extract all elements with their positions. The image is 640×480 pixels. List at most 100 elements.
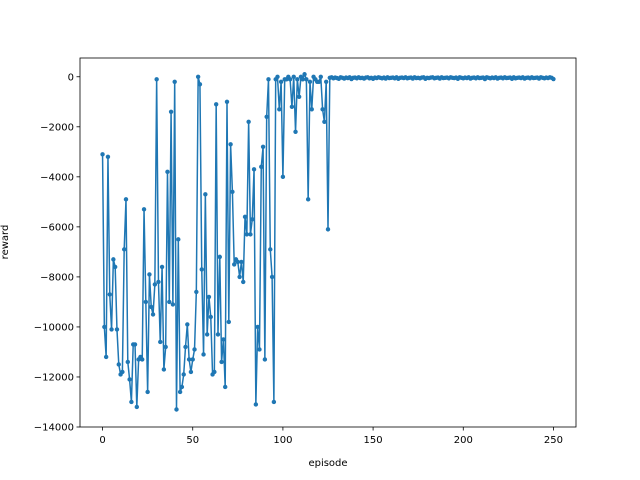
point [120,369,125,375]
point [199,267,204,272]
point [304,77,309,82]
point [145,389,150,395]
point [226,319,231,325]
point [271,399,277,405]
point [230,189,235,195]
point [186,357,192,362]
point [168,109,174,114]
point [208,314,213,320]
point [293,129,298,134]
point [253,402,259,407]
point [228,142,233,147]
point [217,254,222,260]
line [101,72,554,410]
point [222,384,228,390]
point [320,107,325,112]
point [244,232,250,237]
point [260,144,266,150]
point [150,312,156,317]
point [103,354,109,360]
point [213,102,219,107]
point [237,274,242,280]
point [112,264,118,270]
point [107,292,112,297]
x-tick-label: 0 [99,435,105,446]
point [219,359,224,365]
point [291,74,296,79]
point [183,344,188,350]
point [232,262,237,267]
point [147,272,152,277]
x-tick-label: 150 [364,435,383,446]
point [140,357,145,362]
point [190,357,195,362]
point [239,259,244,265]
point [167,299,172,305]
point [307,79,313,84]
point [105,154,111,160]
point [100,152,105,157]
point [287,77,293,82]
point [251,167,257,172]
point [268,247,273,252]
point [123,197,129,202]
point [149,304,154,310]
point [212,369,217,375]
point [111,257,116,262]
point [156,279,161,285]
point [248,232,253,237]
point [295,77,300,82]
x-tick-label: 200 [454,435,473,446]
x-tick-label: 100 [273,435,292,446]
point [215,332,221,337]
plot-frame [79,57,577,428]
point [102,324,107,330]
point [262,357,268,362]
point [158,339,163,345]
point [242,214,248,220]
point [305,197,311,202]
point [302,72,307,77]
point [204,332,210,337]
point [127,377,132,382]
point [259,164,264,170]
point [129,399,134,405]
point [280,174,286,180]
point [257,347,262,352]
point [551,76,556,82]
point [221,337,226,342]
point [278,79,284,84]
point [224,99,230,104]
point [201,352,206,357]
point [152,282,158,287]
point [296,94,302,99]
point [159,264,165,270]
point [197,82,203,87]
point [188,369,194,375]
x-tick-label: 250 [544,435,563,446]
y-tick-label: −14000 [34,423,74,434]
x-axis-label: episode [308,458,347,469]
point [241,279,246,285]
point [325,227,331,232]
point [250,217,255,222]
point [195,74,201,79]
point [141,207,147,212]
point [203,192,208,197]
point [206,294,212,300]
point [177,389,183,395]
y-tick-label: −12000 [34,372,74,383]
point [174,407,179,412]
point [255,324,260,330]
point [322,119,327,124]
point [116,362,121,367]
point [165,169,170,175]
y-tick-label: −8000 [40,272,74,283]
point [246,119,251,124]
point [154,77,159,82]
point [161,367,167,372]
point [194,289,199,295]
y-tick-label: −2000 [40,122,74,133]
y-axis-label: reward [0,225,11,260]
